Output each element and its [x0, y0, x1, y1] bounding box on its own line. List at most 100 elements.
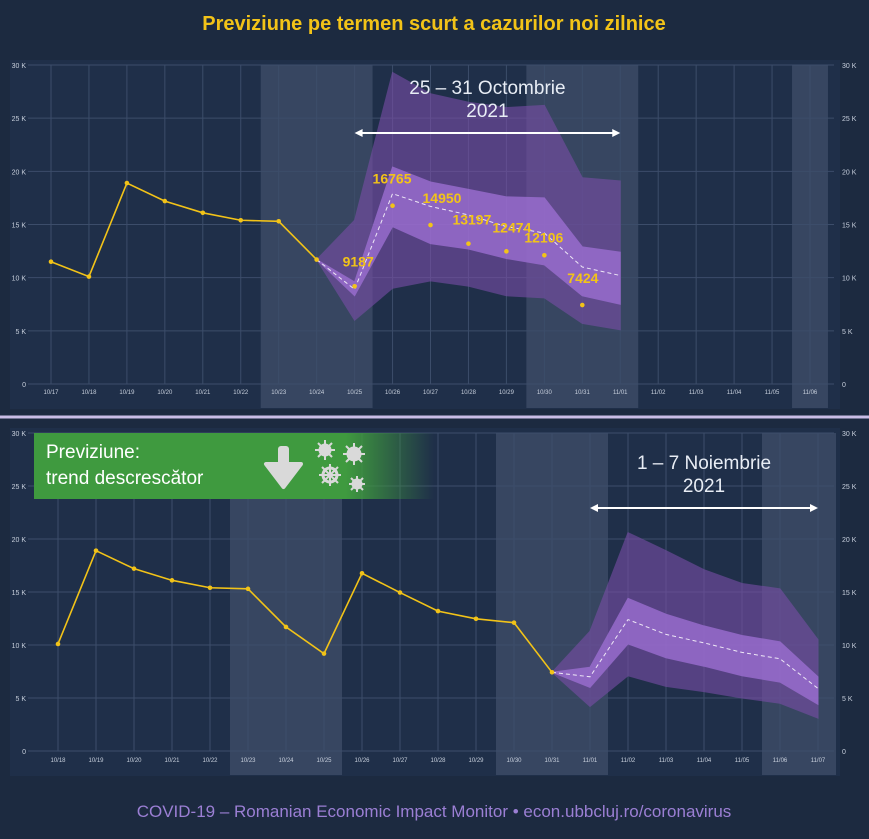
forecast-band-inner	[316, 166, 621, 305]
x-tick-label: 10/31	[575, 390, 591, 396]
y-tick-label-left: 0	[22, 382, 26, 389]
x-tick-label: 11/03	[689, 390, 704, 396]
observed-point	[86, 274, 92, 279]
badge-line1: Previziune:	[46, 442, 140, 463]
main-title: Previziune pe termen scurt a cazurilor n…	[202, 13, 665, 35]
observed-point	[473, 616, 479, 622]
x-tick-label: 10/18	[50, 758, 66, 764]
x-tick-label: 11/04	[697, 758, 712, 764]
x-tick-label: 11/07	[811, 758, 826, 764]
y-tick-label-left: 0	[22, 749, 26, 756]
observed-point	[238, 217, 244, 223]
y-tick-label-right: 25 K	[842, 116, 857, 123]
observed-line	[50, 181, 318, 278]
y-tick-label-right: 10 K	[842, 643, 857, 650]
period-arrow-head-right	[612, 129, 621, 137]
y-tick-label-left: 10 K	[12, 643, 27, 650]
x-tick-label: 10/23	[240, 758, 256, 764]
x-tick-label: 11/02	[651, 390, 666, 396]
y-tick-label-right: 15 K	[842, 590, 857, 597]
observed-point	[276, 219, 282, 224]
footer-credit: COVID-19 – Romanian Economic Impact Moni…	[137, 802, 732, 821]
period-label-line1: 1 – 7 Noiembrie	[637, 453, 771, 474]
x-tick-label: 10/28	[430, 758, 446, 764]
x-tick-label: 10/22	[233, 390, 249, 396]
actual-point-label: 9187	[343, 253, 374, 269]
observed-point	[435, 608, 441, 614]
badge-line2: trend descrescător	[46, 468, 204, 489]
y-tick-label-left: 10 K	[12, 276, 27, 283]
actual-point	[466, 241, 471, 246]
x-tick-label: 11/03	[659, 758, 674, 764]
observed-point	[245, 586, 251, 592]
x-tick-label: 11/05	[765, 390, 780, 396]
actual-point	[390, 203, 395, 209]
x-tick-label: 11/01	[613, 390, 628, 396]
observed-point	[124, 180, 130, 186]
period-arrow-head-right	[810, 504, 818, 512]
x-tick-label: 10/22	[202, 758, 218, 764]
observed-point	[55, 641, 61, 647]
x-tick-label: 10/17	[43, 390, 59, 396]
actual-point	[542, 252, 547, 258]
y-tick-label-left: 5 K	[15, 329, 26, 336]
actual-point-label: 16765	[373, 171, 412, 187]
arrow-down-icon	[264, 446, 303, 489]
x-tick-label: 11/04	[727, 390, 742, 396]
y-tick-label-right: 30 K	[842, 63, 857, 70]
observed-point	[314, 257, 319, 262]
actual-point-label: 7424	[567, 270, 598, 286]
y-tick-label-left: 30 K	[12, 63, 27, 70]
x-tick-label: 10/25	[316, 758, 332, 764]
observed-point	[131, 566, 137, 571]
x-tick-label: 10/26	[385, 390, 401, 396]
actual-point-label: 13197	[452, 212, 491, 228]
x-tick-label: 10/18	[81, 390, 97, 396]
observed-point	[169, 578, 175, 583]
x-tick-label: 11/02	[621, 758, 636, 764]
x-tick-label: 10/19	[119, 390, 135, 396]
x-tick-label: 10/30	[537, 390, 553, 396]
x-tick-label: 10/25	[347, 390, 363, 396]
actual-point-label: 12474	[492, 219, 531, 235]
y-tick-label-left: 25 K	[12, 116, 27, 123]
forecast-band-inner	[550, 597, 819, 706]
observed-point	[48, 259, 54, 265]
y-tick-label-right: 5 K	[842, 696, 853, 703]
y-tick-label-left: 15 K	[12, 223, 27, 230]
x-tick-label: 10/29	[468, 758, 484, 764]
actual-point	[580, 302, 585, 308]
observed-point	[321, 651, 327, 656]
x-tick-label: 10/26	[354, 758, 370, 764]
x-tick-label: 10/24	[309, 390, 325, 396]
x-tick-label: 10/19	[88, 758, 104, 764]
y-tick-label-right: 10 K	[842, 276, 857, 283]
period-label-line2: 2021	[683, 476, 725, 497]
y-tick-label-right: 25 K	[842, 484, 857, 491]
x-tick-label: 10/31	[544, 758, 560, 764]
actual-point	[428, 222, 433, 228]
x-tick-label: 11/01	[583, 758, 598, 764]
x-tick-label: 11/05	[735, 758, 750, 764]
badge-background	[34, 433, 434, 499]
observed-point	[549, 670, 555, 675]
actual-point-label: 12106	[524, 229, 563, 245]
x-tick-label: 10/23	[271, 390, 287, 396]
virus-icon	[315, 440, 365, 492]
x-tick-label: 10/29	[499, 390, 515, 396]
y-tick-label-right: 20 K	[842, 169, 857, 176]
y-tick-label-left: 30 K	[12, 431, 27, 438]
y-tick-label-left: 20 K	[12, 169, 27, 176]
y-tick-label-right: 5 K	[842, 329, 853, 336]
y-tick-label-left: 5 K	[15, 696, 26, 703]
period-label-line1: 25 – 31 Octombrie	[409, 78, 565, 99]
x-tick-label: 10/30	[506, 758, 522, 764]
forecast-median-line	[551, 618, 819, 689]
y-tick-label-right: 0	[842, 382, 846, 389]
trend-badge: Previziune: trend descrescător	[34, 433, 434, 499]
observed-point	[207, 585, 213, 591]
observed-point	[200, 210, 206, 216]
x-tick-label: 11/06	[803, 390, 818, 396]
observed-point	[397, 590, 403, 595]
